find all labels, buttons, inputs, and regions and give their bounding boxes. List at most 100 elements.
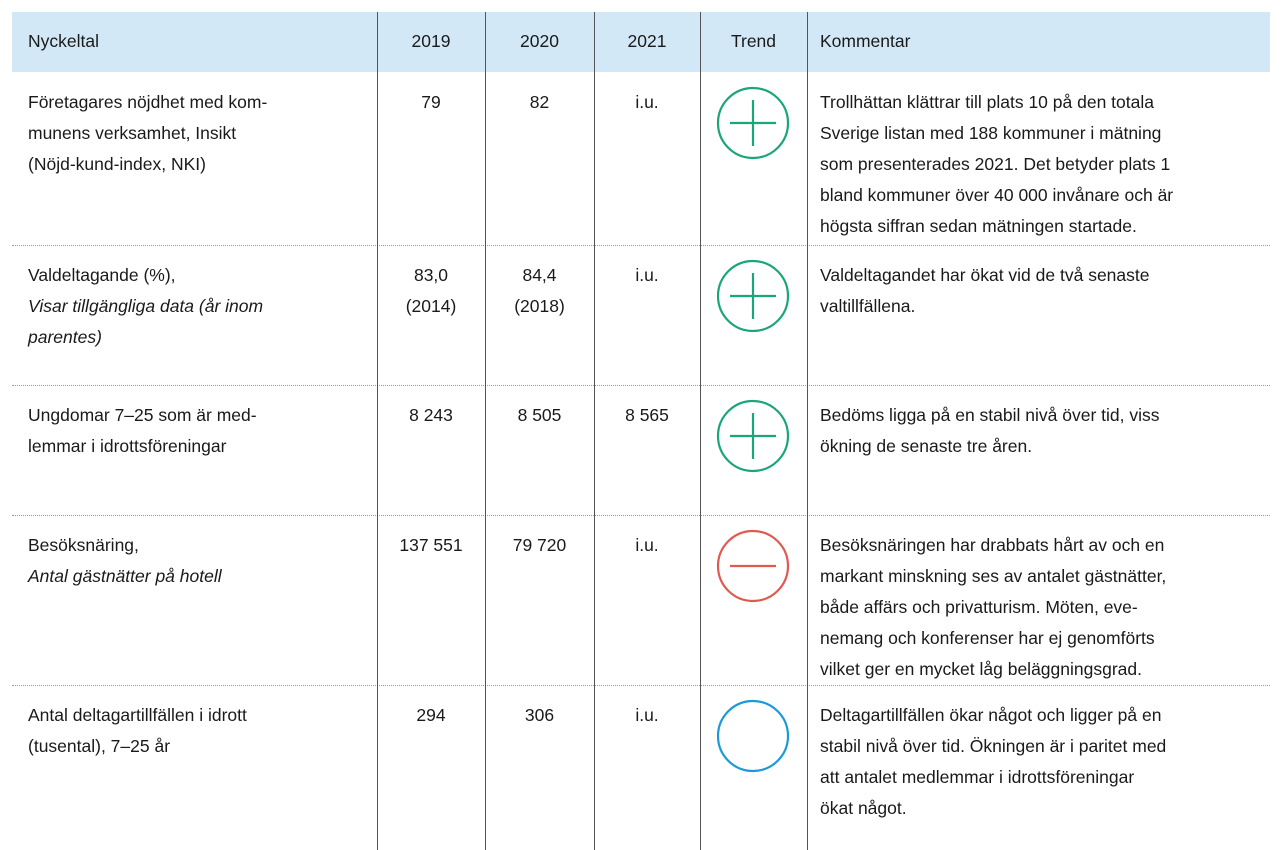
table-cell: i.u. xyxy=(594,530,700,561)
cell-line: som presenterades 2021. Det betyder plat… xyxy=(820,154,1171,174)
icon-part xyxy=(716,259,790,333)
cell-line: (2018) xyxy=(514,296,565,316)
row-divider xyxy=(12,685,1270,686)
table-cell: 82 xyxy=(485,87,594,118)
cell-line: nemang och konferenser har ej genomförts xyxy=(820,628,1155,648)
cell-line: (Nöjd-kund-index, NKI) xyxy=(28,154,206,174)
cell-line: Valdeltagande (%), xyxy=(28,265,176,285)
cell-line: 79 xyxy=(421,92,441,112)
trend-icon xyxy=(716,86,790,160)
cell-line: Trollhättan klättrar till plats 10 på de… xyxy=(820,92,1154,112)
cell-line: Besöksnäring, xyxy=(28,535,139,555)
cell-line: 8 243 xyxy=(409,405,453,425)
cell-line: i.u. xyxy=(635,535,659,555)
table-cell: 8 243 xyxy=(377,400,485,431)
cell-line: parentes) xyxy=(28,327,102,347)
cell-line: 137 551 xyxy=(399,535,463,555)
header-cell: 2021 xyxy=(594,26,700,57)
trend-icon xyxy=(716,259,790,333)
header-text: 2021 xyxy=(627,31,667,51)
trend-icon xyxy=(716,699,790,773)
cell-line: i.u. xyxy=(635,265,659,285)
cell-line: både affärs och privatturism. Möten, eve… xyxy=(820,597,1138,617)
icon-part xyxy=(716,699,790,773)
table-cell: 137 551 xyxy=(377,530,485,561)
cell-line: att antalet medlemmar i idrottsföreninga… xyxy=(820,767,1135,787)
header-text: Trend xyxy=(730,31,777,51)
cell-line: ökning de senaste tre åren. xyxy=(820,436,1033,456)
table-cell: Valdeltagandet har ökat vid de två senas… xyxy=(820,260,1149,322)
cell-line: Antal deltagartillfällen i idrott xyxy=(28,705,247,725)
table-cell: 8 565 xyxy=(594,400,700,431)
header-cell: Kommentar xyxy=(820,26,910,57)
header-cell: Trend xyxy=(700,26,807,57)
table-cell: 83,0 (2014) xyxy=(377,260,485,322)
table-cell: Bedöms ligga på en stabil nivå över tid,… xyxy=(820,400,1159,462)
table-cell: 84,4 (2018) xyxy=(485,260,594,322)
table-cell: 8 505 xyxy=(485,400,594,431)
row-divider xyxy=(12,385,1270,386)
header-cell: 2019 xyxy=(377,26,485,57)
table-cell: Valdeltagande (%), Visar tillgängliga dat… xyxy=(28,260,263,353)
table-cell: i.u. xyxy=(594,700,700,731)
cell-line: 8 505 xyxy=(517,405,562,425)
cell-line: markant minskning ses av antalet gästnät… xyxy=(820,566,1167,586)
cell-line: 294 xyxy=(416,705,446,725)
table-cell: Antal deltagartillfällen i idrott (tusent… xyxy=(28,700,247,762)
cell-line: Valdeltagandet har ökat vid de två senas… xyxy=(820,265,1150,285)
column-divider xyxy=(700,12,701,850)
cell-line: stabil nivå över tid. Ökningen är i pari… xyxy=(820,736,1167,756)
cell-line: valtillfällena. xyxy=(820,296,916,316)
cell-line: Antal gästnätter på hotell xyxy=(28,566,222,586)
cell-line: Visar tillgängliga data (år inom xyxy=(28,296,264,316)
header-cell: Nyckeltal xyxy=(28,26,99,57)
icon-part xyxy=(716,86,790,160)
table-cell: 294 xyxy=(377,700,485,731)
table-cell: Företagares nöjdhet med kom-munens verks… xyxy=(28,87,267,180)
cell-line: 82 xyxy=(529,92,550,112)
cell-line: i.u. xyxy=(635,705,659,725)
header-background xyxy=(12,12,1270,72)
row-divider xyxy=(12,515,1270,516)
trend-icon xyxy=(716,529,790,603)
cell-line: högsta siffran sedan mätningen startade. xyxy=(820,216,1137,236)
cell-line: i.u. xyxy=(635,92,659,112)
cell-line: 83,0 xyxy=(413,265,449,285)
table-cell: Deltagartillfällen ökar något och ligger… xyxy=(820,700,1166,824)
header-text: Kommentar xyxy=(820,31,911,51)
cell-line: (tusental), 7–25 år xyxy=(28,736,171,756)
icon-part xyxy=(716,529,790,603)
icon-part xyxy=(716,399,790,473)
column-divider xyxy=(807,12,808,850)
header-text: Nyckeltal xyxy=(28,31,99,51)
trend-icon xyxy=(716,399,790,473)
cell-line: lemmar i idrottsföreningar xyxy=(28,436,227,456)
header-cell: 2020 xyxy=(485,26,594,57)
cell-line: Ungdomar 7–25 som är med- xyxy=(28,405,257,425)
column-divider xyxy=(485,12,486,850)
cell-line: ökat något. xyxy=(820,798,907,818)
cell-line: Sverige listan med 188 kommuner i mätnin… xyxy=(820,123,1162,143)
table-cell: Besöksnäringen har drabbats hårt av och … xyxy=(820,530,1166,685)
column-divider xyxy=(377,12,378,850)
cell-line: Företagares nöjdhet med kom- xyxy=(28,92,268,112)
table-cell: Besöksnäring, Antal gästnätter på hotell xyxy=(28,530,222,592)
cell-line: 8 565 xyxy=(625,405,669,425)
cell-line: munens verksamhet, Insikt xyxy=(28,123,237,143)
cell-line: Besöksnäringen har drabbats hårt av och … xyxy=(820,535,1165,555)
column-divider xyxy=(594,12,595,850)
header-text: 2019 xyxy=(411,31,451,51)
table-cell: i.u. xyxy=(594,260,700,291)
table-cell: 79 xyxy=(377,87,485,118)
table-cell: Ungdomar 7–25 som är med-lemmar i idrott… xyxy=(28,400,257,462)
cell-line: bland kommuner över 40 000 invånare och … xyxy=(820,185,1174,205)
table-cell: i.u. xyxy=(594,87,700,118)
table-cell: 306 xyxy=(485,700,594,731)
cell-line: 84,4 xyxy=(522,265,557,285)
cell-line: vilket ger en mycket låg beläggningsgrad… xyxy=(820,659,1142,679)
row-divider xyxy=(12,245,1270,246)
header-text: 2020 xyxy=(520,31,559,51)
cell-line: 306 xyxy=(524,705,555,725)
cell-line: Deltagartillfällen ökar något och ligger… xyxy=(820,705,1162,725)
